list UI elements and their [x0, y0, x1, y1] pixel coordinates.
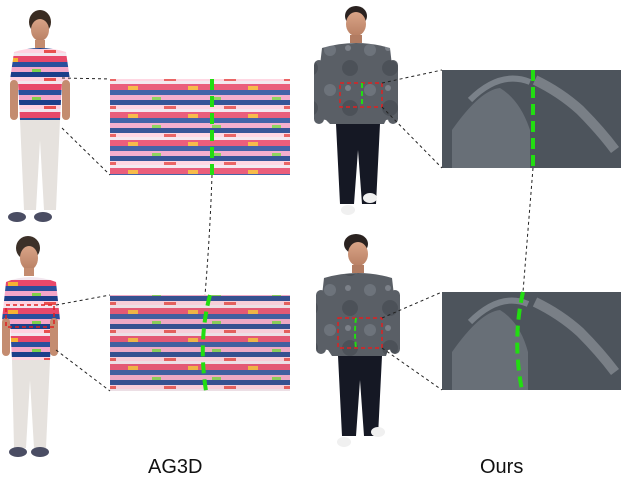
ag3d-zoom-top — [110, 79, 290, 175]
ours-zoom-top — [442, 70, 621, 168]
ours-figure-bottom — [316, 234, 400, 447]
ag3d-figure-top — [8, 10, 70, 222]
ours-figure-top — [314, 6, 398, 215]
ours-connectors — [381, 69, 534, 391]
caption-ag3d: AG3D — [148, 456, 203, 478]
ag3d-figure-bottom — [2, 236, 60, 457]
caption-ours: Ours — [480, 456, 524, 478]
ag3d-zoom-bottom — [110, 294, 290, 392]
ours-zoom-bottom — [442, 291, 621, 391]
ag3d-connectors — [55, 77, 213, 392]
